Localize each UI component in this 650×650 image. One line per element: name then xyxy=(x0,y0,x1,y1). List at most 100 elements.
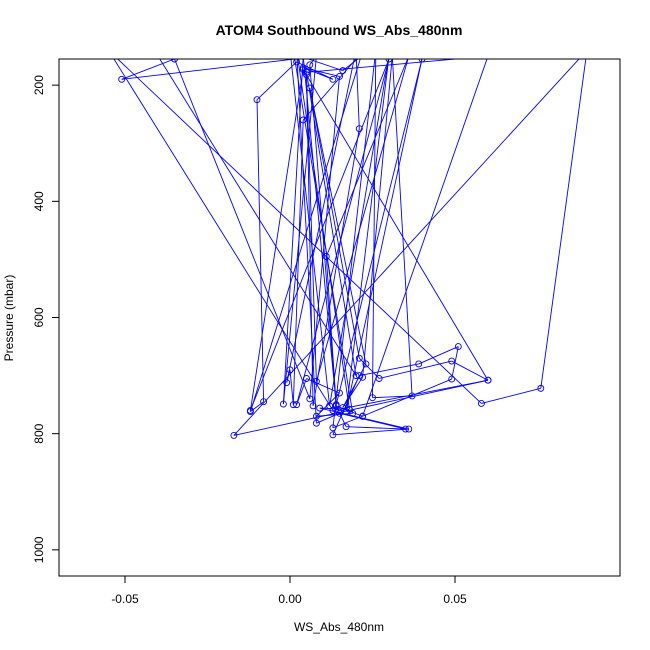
data-point xyxy=(352,372,360,380)
data-point xyxy=(312,377,320,385)
series-line-segment xyxy=(256,61,297,100)
data-point xyxy=(448,375,456,383)
y-tick-label: 600 xyxy=(32,307,46,327)
data-point xyxy=(329,75,337,83)
data-point xyxy=(336,389,343,397)
plot-data-layer xyxy=(113,59,587,439)
series-line-segment xyxy=(296,378,307,405)
chart-title: ATOM4 Southbound WS_Abs_480nm xyxy=(216,22,463,38)
data-point xyxy=(306,61,314,69)
y-tick-label: 800 xyxy=(32,423,46,443)
y-tick-label: 400 xyxy=(32,191,46,211)
series-line-segment xyxy=(312,128,360,406)
series-line-segment xyxy=(306,378,340,394)
series-line-segment xyxy=(303,59,337,405)
data-point xyxy=(322,253,330,260)
series-line-segment xyxy=(159,59,357,376)
data-point xyxy=(375,375,383,382)
data-point xyxy=(303,375,310,382)
series-line-segment xyxy=(362,59,488,417)
series-line-segment xyxy=(307,59,343,72)
data-point xyxy=(326,402,334,410)
series-line-segment xyxy=(306,59,461,73)
data-point xyxy=(484,376,492,384)
series-line-segment xyxy=(289,369,294,405)
series-line-segment xyxy=(302,69,489,381)
data-point xyxy=(303,68,310,76)
data-point xyxy=(454,343,462,350)
data-point xyxy=(312,419,320,427)
series-line-segment xyxy=(249,69,304,411)
series-line-segment xyxy=(113,59,334,411)
data-point xyxy=(260,398,268,406)
data-point xyxy=(355,372,363,380)
series-line-segment xyxy=(392,59,413,396)
data-point xyxy=(312,412,320,420)
data-point xyxy=(286,366,294,374)
series-line-segment xyxy=(451,360,489,381)
series-line-segment xyxy=(359,363,419,377)
x-tick-label: -0.05 xyxy=(111,592,139,606)
data-point xyxy=(279,400,287,408)
series-line-segment xyxy=(282,59,304,405)
series-line-segment xyxy=(256,99,265,402)
series-line-segment xyxy=(290,59,331,406)
series-line-segment xyxy=(345,59,390,412)
series-line-segment xyxy=(372,59,377,398)
data-point xyxy=(299,64,307,72)
series-line-segment xyxy=(325,59,409,257)
series-line-segment xyxy=(309,59,315,66)
data-point xyxy=(362,360,370,368)
series-line-segment xyxy=(315,59,409,382)
series-line-segment xyxy=(303,67,340,77)
series-line-segment xyxy=(309,76,340,399)
data-point xyxy=(289,401,297,409)
series-line-segment xyxy=(358,357,380,379)
data-point xyxy=(415,360,423,368)
x-tick-label: 0.00 xyxy=(278,592,302,606)
series-line-segment xyxy=(117,59,482,404)
data-point xyxy=(303,71,310,79)
data-point xyxy=(359,373,367,381)
series-line-segment xyxy=(309,87,367,365)
data-point xyxy=(309,402,317,410)
series-line-segment xyxy=(418,346,459,365)
series-line-segment xyxy=(332,415,363,429)
x-axis-label: WS_Abs_480nm xyxy=(294,620,384,634)
series-line-segment xyxy=(292,119,304,405)
data-point xyxy=(402,425,409,433)
data-point xyxy=(293,59,301,66)
data-point xyxy=(230,431,238,439)
data-point xyxy=(329,431,337,439)
series-line-segment xyxy=(121,59,299,80)
series-line-segment xyxy=(296,59,390,405)
data-point xyxy=(359,412,367,420)
series-line-segment xyxy=(282,59,317,405)
data-point xyxy=(355,354,363,362)
series-line-segment xyxy=(345,59,423,412)
series-line-segment xyxy=(342,363,367,408)
series-line-segment xyxy=(329,59,389,406)
data-point xyxy=(418,59,426,63)
series-line-segment xyxy=(346,426,406,430)
data-point xyxy=(342,423,350,431)
series-line-segment xyxy=(540,59,587,389)
data-point xyxy=(332,402,340,410)
series-line-segment xyxy=(121,59,175,80)
series-line-segment xyxy=(332,428,409,436)
series-line-segment xyxy=(355,59,360,129)
data-point xyxy=(306,84,314,92)
data-point xyxy=(316,404,324,412)
data-point xyxy=(385,59,393,63)
y-axis: 200 400 600 800 1000 xyxy=(32,75,60,563)
data-point xyxy=(339,404,347,411)
data-point xyxy=(283,379,291,387)
series-line-segment xyxy=(335,59,423,405)
data-point xyxy=(336,409,343,417)
data-point xyxy=(171,59,178,63)
series-line-segment xyxy=(481,387,541,404)
data-point xyxy=(349,409,357,417)
data-point xyxy=(246,406,254,414)
series-line-segment xyxy=(362,59,393,378)
data-point xyxy=(355,125,363,133)
